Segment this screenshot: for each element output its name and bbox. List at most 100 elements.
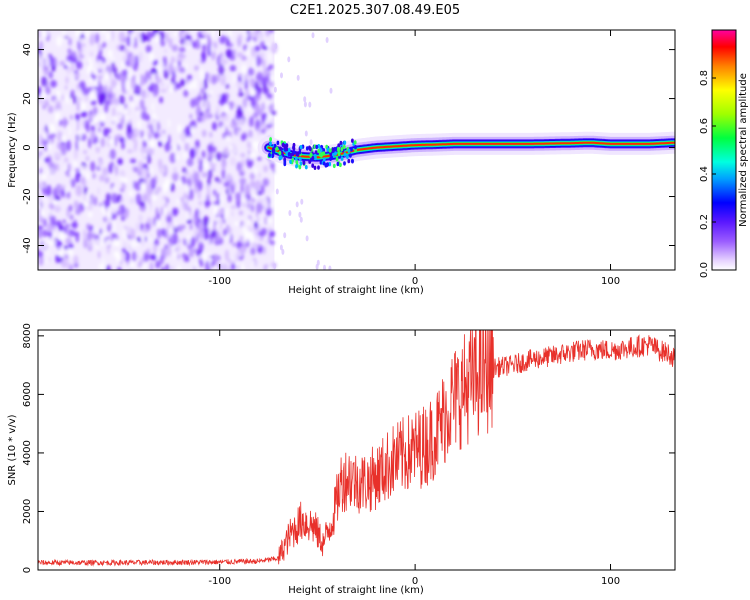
ridge-speckle — [314, 150, 318, 155]
noise-blob — [75, 72, 80, 79]
noise-blob — [55, 203, 59, 209]
noise-gap — [177, 123, 182, 132]
noise-blob — [157, 158, 163, 169]
noise-blob — [207, 152, 212, 159]
ridge-speckle — [279, 155, 283, 160]
noise-blob — [129, 54, 136, 67]
snr-x-label: Height of straight line (km) — [288, 585, 424, 596]
noise-blob — [211, 167, 215, 172]
noise-blob — [106, 264, 111, 270]
noise-blob — [68, 204, 73, 212]
noise-gap — [92, 116, 99, 124]
noise-gap — [74, 119, 77, 131]
ridge-speckle — [328, 148, 332, 153]
ridge-speckle — [337, 143, 341, 148]
ridge-speckle — [336, 161, 340, 167]
noise-gap — [107, 49, 113, 59]
noise-blob — [225, 48, 233, 59]
noise-blob — [219, 36, 226, 44]
noise-blob — [203, 78, 208, 90]
noise-blob — [218, 120, 224, 128]
noise-gap — [44, 56, 50, 67]
noise-gap — [163, 208, 167, 216]
noise-blob — [124, 103, 128, 110]
noise-gap — [144, 135, 149, 142]
noise-blob — [254, 180, 262, 189]
noise-blob — [249, 172, 255, 180]
noise-gap — [49, 237, 56, 246]
noise-blob — [66, 206, 70, 218]
noise-blob — [262, 59, 266, 69]
noise-blob — [62, 219, 66, 224]
noise-blob — [117, 266, 122, 270]
noise-blob — [38, 225, 44, 230]
noise-gap — [149, 51, 155, 64]
ridge-speckle — [287, 152, 291, 157]
noise-blob — [83, 150, 88, 154]
noise-blob — [119, 197, 124, 203]
noise-blob — [129, 95, 133, 102]
noise-blob — [267, 93, 273, 99]
noise-gap — [241, 73, 246, 85]
ridge-speckle — [295, 164, 298, 169]
ridge-speckle — [343, 161, 346, 166]
noise-gap — [216, 223, 219, 229]
noise-blob — [124, 47, 128, 54]
colorbar-label: Normalized spectral amplitude — [738, 73, 749, 227]
noise-blob — [221, 263, 228, 270]
noise-blob — [252, 112, 258, 119]
noise-blob — [80, 119, 86, 127]
noise-blob — [75, 184, 83, 197]
noise-gap — [67, 248, 74, 257]
noise-blob — [165, 263, 170, 270]
noise-gap — [250, 88, 256, 97]
noise-blob — [193, 186, 199, 194]
colorbar-tick-label: 0.4 — [699, 166, 710, 182]
ridge-speckle — [317, 165, 320, 170]
noise-blob — [171, 44, 178, 52]
noise-blob — [99, 228, 103, 236]
y-tick-label: 8000 — [22, 323, 33, 348]
noise-blob — [92, 106, 98, 117]
noise-gap — [105, 31, 112, 41]
noise-blob — [56, 152, 62, 158]
noise-blob — [166, 246, 172, 257]
ridge-speckle — [313, 153, 317, 159]
noise-blob — [63, 245, 68, 250]
noise-gap — [79, 37, 85, 42]
noise-blob — [177, 225, 183, 232]
noise-blob — [68, 37, 72, 46]
noise-speck — [279, 244, 283, 251]
noise-gap — [83, 202, 90, 207]
noise-gap — [225, 207, 229, 218]
noise-blob — [38, 254, 44, 266]
noise-blob — [160, 206, 164, 216]
noise-blob — [186, 157, 194, 167]
noise-blob — [82, 87, 90, 96]
noise-gap — [42, 30, 49, 38]
noise-gap — [41, 92, 47, 100]
noise-gap — [161, 133, 166, 144]
noise-blob — [241, 158, 245, 167]
noise-blob — [60, 184, 67, 191]
ridge-speckle — [298, 156, 302, 162]
noise-blob — [100, 137, 105, 148]
noise-blob — [235, 192, 242, 201]
noise-blob — [164, 141, 171, 153]
noise-blob — [66, 140, 71, 152]
noise-gap — [135, 240, 138, 248]
noise-blob — [80, 112, 87, 118]
noise-gap — [55, 90, 61, 99]
ridge-speckle — [347, 148, 351, 153]
noise-speck — [311, 32, 315, 39]
noise-gap — [143, 151, 148, 158]
ridge-speckle — [289, 159, 292, 164]
noise-blob — [262, 246, 266, 255]
noise-blob — [226, 188, 229, 195]
noise-blob — [139, 74, 145, 86]
noise-blob — [51, 64, 56, 72]
noise-blob — [201, 58, 205, 64]
noise-blob — [102, 167, 109, 177]
noise-blob — [66, 163, 72, 170]
